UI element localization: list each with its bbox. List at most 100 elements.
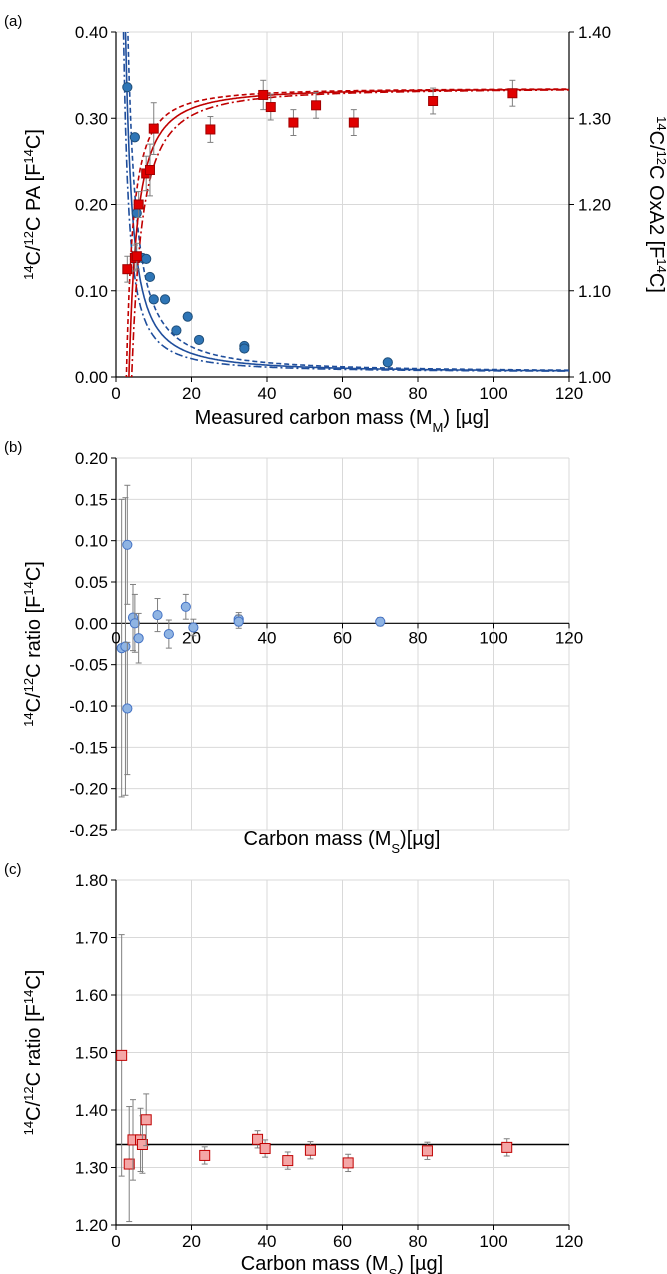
data-point: [163, 628, 174, 640]
y-tick-label: -0.05: [69, 656, 108, 675]
x-tick-label: 20: [182, 628, 201, 647]
data-point: [375, 616, 386, 627]
y-tick-label: -0.25: [69, 821, 108, 840]
plot-area: [122, 32, 569, 377]
x-tick-label: 100: [479, 628, 507, 647]
y-tick-label: 1.30: [75, 1159, 108, 1178]
y-tick-label: 1.40: [75, 1101, 108, 1120]
panel-b: (b) 0.20 0.15 0.10 0.05 0.00 -0.05 -0.10 -0.15 -0…: [4, 439, 583, 856]
x-tick-label: 120: [555, 384, 583, 403]
x-axis-title: Measured carbon mass (MM) [µg]: [195, 407, 490, 435]
panel-a: (a) 0.00 0.10 0.20 0.30 0.40 1.00 1.10 1.20 1.30 1…: [4, 13, 667, 435]
data-point: [152, 609, 163, 621]
data-point: [159, 294, 171, 305]
data-point: [131, 251, 142, 262]
data-point: [123, 1158, 135, 1170]
data-point: [180, 601, 191, 612]
data-point: [129, 618, 140, 629]
data-point: [252, 1133, 264, 1145]
panel-letter: (a): [4, 13, 22, 30]
data-point: [348, 117, 359, 128]
y-tick-label: 1.50: [75, 1044, 108, 1063]
y-tick-label: 0.30: [75, 109, 108, 128]
data-point: [265, 102, 276, 113]
y-tick-label: 0.20: [75, 196, 108, 215]
data-point: [188, 622, 199, 633]
y-axis-title: 14C/12C PA [F14C]: [21, 129, 46, 280]
data-point: [193, 334, 205, 346]
y-tick-label: 0.20: [75, 449, 108, 468]
data-point: [131, 208, 142, 219]
data-point: [304, 1144, 316, 1156]
data-point: [288, 117, 299, 128]
data-point: [233, 616, 244, 627]
x-axis-title: Carbon mass (MS) [µg]: [241, 1253, 443, 1274]
x-tick-label: 80: [409, 1232, 428, 1251]
data-point: [144, 165, 155, 175]
fit-curve: [125, 88, 569, 377]
data-point: [239, 343, 250, 354]
y-tick-label: 0.00: [75, 614, 108, 633]
data-point: [148, 294, 159, 305]
data-point: [259, 1143, 271, 1155]
panel-letter: (c): [4, 861, 22, 878]
y-tick-label: 0.10: [75, 282, 108, 301]
data-point: [122, 264, 133, 275]
data-point: [507, 88, 518, 99]
y-right-tick-label: 1.20: [578, 196, 611, 215]
y-tick-label: -0.10: [69, 697, 108, 716]
y-axis-title: 14C/12C ratio [F14C]: [21, 561, 46, 727]
x-axis-title: Carbon mass (MS)[µg]: [244, 828, 441, 856]
y-right-tick-label: 1.30: [578, 109, 611, 128]
y-right-tick-label: 1.00: [578, 368, 611, 387]
fit-curve: [130, 89, 569, 377]
data-point: [148, 123, 159, 134]
y-tick-label: 0.10: [75, 532, 108, 551]
plot-area: [116, 934, 569, 1223]
x-tick-label: 120: [555, 628, 583, 647]
y-right-tick-label: 1.40: [578, 23, 611, 42]
data-point: [199, 1149, 211, 1161]
x-tick-label: 80: [409, 628, 428, 647]
x-tick-label: 60: [333, 1232, 352, 1251]
data-point: [428, 96, 439, 106]
data-point: [136, 1139, 148, 1150]
y-tick-label: -0.15: [69, 738, 108, 757]
x-tick-label: 100: [479, 1232, 507, 1251]
y-axis-title: 14C/12C ratio [F14C]: [21, 970, 46, 1136]
x-tick-label: 60: [333, 384, 352, 403]
fit-curve: [128, 88, 569, 377]
x-tick-label: 40: [258, 628, 277, 647]
y-tick-label: 1.60: [75, 986, 108, 1005]
data-point: [501, 1141, 513, 1153]
x-tick-label: 20: [182, 384, 201, 403]
data-point: [129, 132, 140, 143]
data-point: [133, 633, 144, 644]
x-tick-label: 40: [258, 384, 277, 403]
y-tick-label: 0.05: [75, 573, 108, 592]
fit-curve: [127, 32, 569, 372]
x-tick-label: 0: [111, 384, 120, 403]
data-point: [120, 641, 131, 652]
x-tick-label: 40: [258, 1232, 277, 1251]
y-tick-label: 0.00: [75, 368, 108, 387]
y-tick-label: 0.15: [75, 490, 108, 509]
panel-c: (c) 1.80 1.70 1.60 1.50 1.40 1.30 1.200 20 40 60 80…: [4, 861, 583, 1274]
y-right-tick-label: 1.10: [578, 282, 611, 301]
x-tick-label: 100: [479, 384, 507, 403]
data-point: [122, 539, 133, 550]
x-tick-label: 0: [111, 628, 120, 647]
panel-letter: (b): [4, 439, 22, 456]
data-point: [133, 199, 144, 210]
y-right-axis-title: 14C/12C OxA2 [F14C]: [645, 116, 667, 293]
data-point: [122, 82, 133, 93]
x-tick-label: 80: [409, 384, 428, 403]
data-point: [342, 1157, 354, 1169]
data-point: [258, 89, 269, 100]
data-point: [205, 124, 216, 135]
y-tick-label: 1.20: [75, 1216, 108, 1235]
x-tick-label: 20: [182, 1232, 201, 1251]
data-point: [171, 325, 182, 336]
data-point: [141, 253, 152, 264]
